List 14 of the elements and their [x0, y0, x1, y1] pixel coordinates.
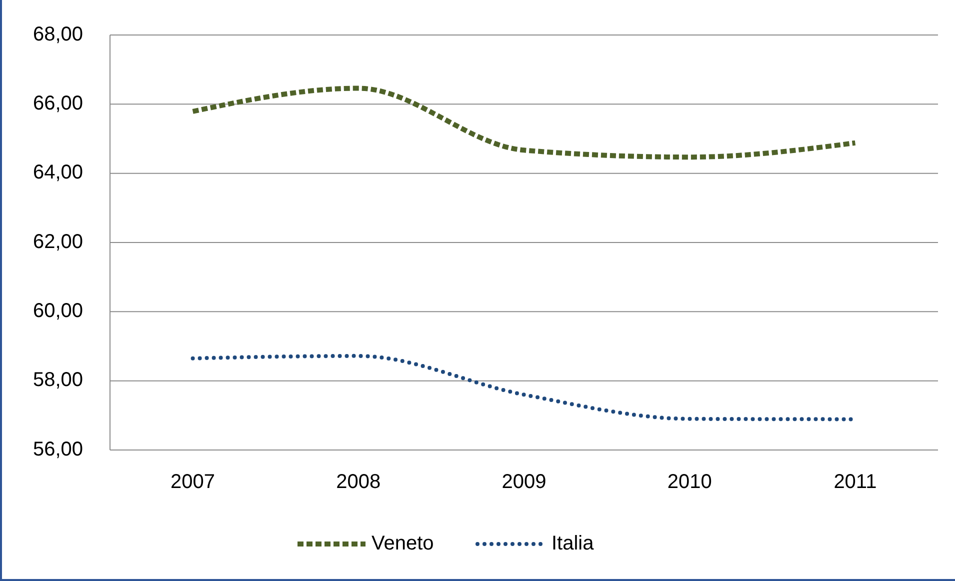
x-tick-label: 2009 — [502, 471, 546, 493]
legend-label: Veneto — [372, 532, 434, 554]
y-tick-label: 60,00 — [32, 300, 84, 322]
y-tick-label: 64,00 — [32, 162, 84, 184]
y-tick-label: 62,00 — [32, 230, 84, 253]
y-tick-label: 66,00 — [32, 92, 84, 114]
x-tick-label: 2010 — [667, 471, 712, 493]
y-tick-label: 68,00 — [32, 23, 84, 46]
x-tick-label: 2007 — [170, 471, 216, 493]
x-tick-label: 2011 — [834, 471, 877, 493]
y-tick-label: 58,00 — [32, 369, 84, 392]
x-tick-label: 2008 — [336, 471, 381, 493]
y-tick-label: 56,00 — [32, 438, 84, 460]
legend-label: Italia — [552, 532, 595, 554]
